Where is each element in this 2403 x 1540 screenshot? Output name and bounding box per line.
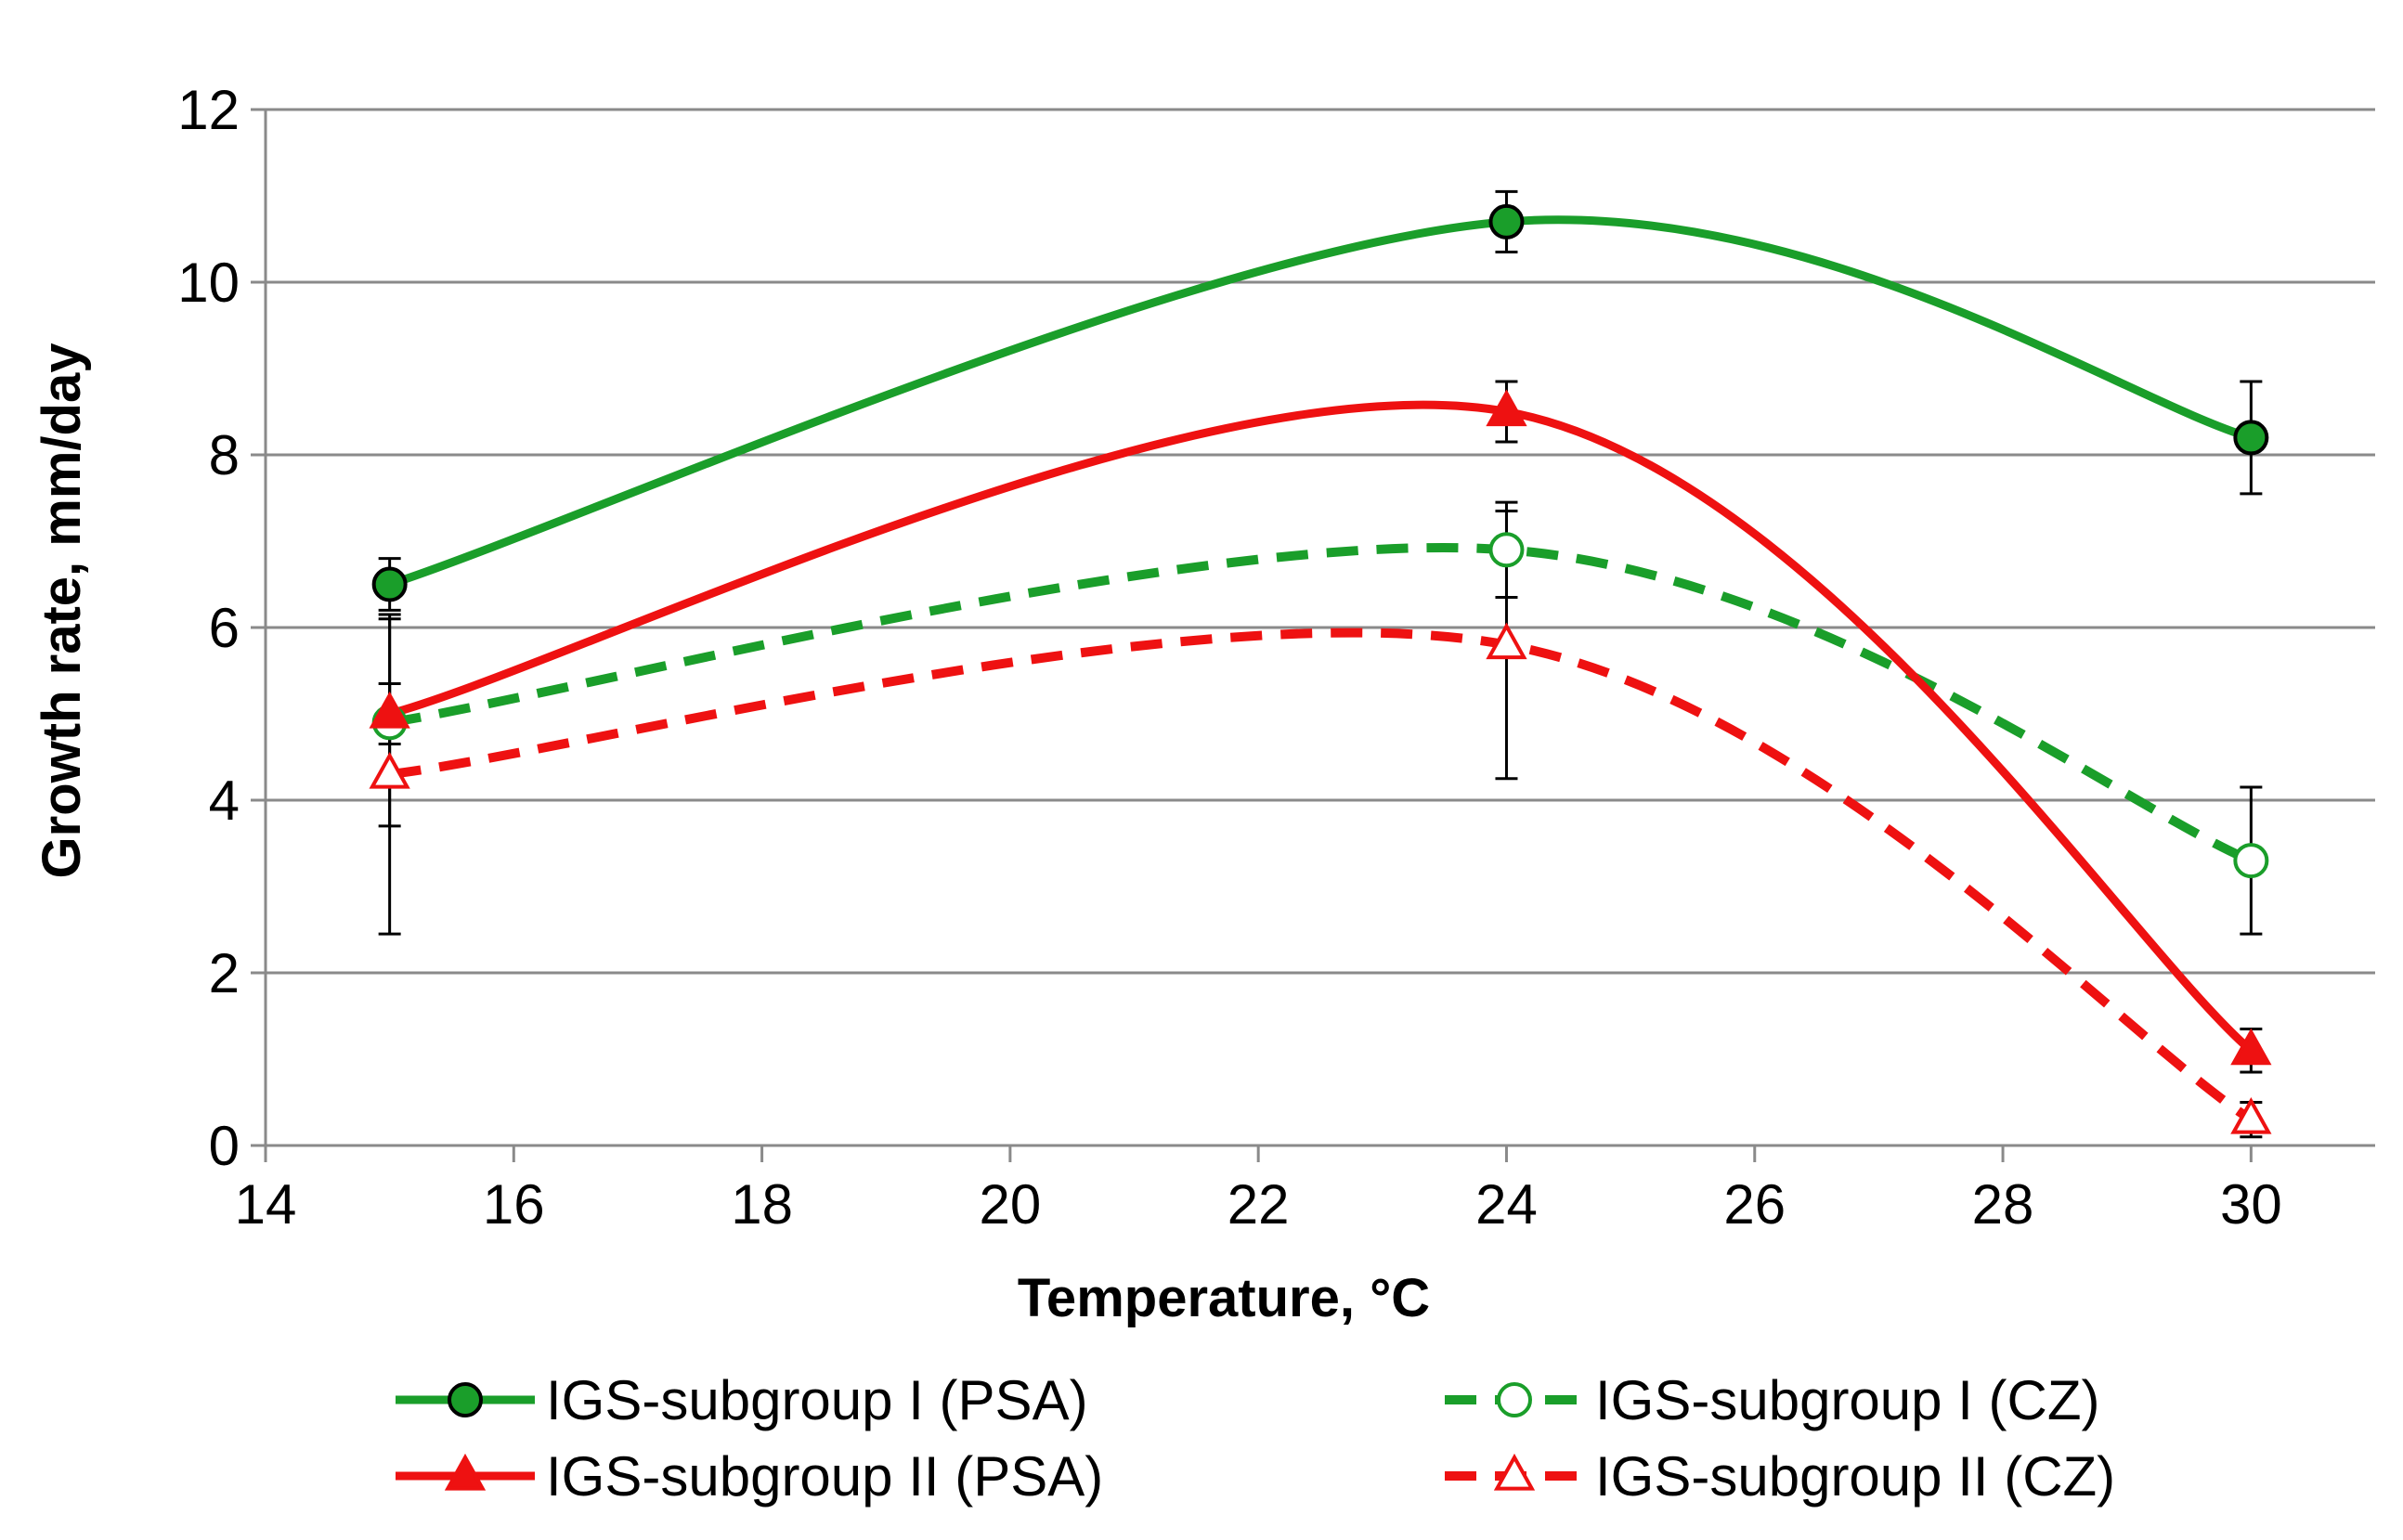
x-tick-label: 26 [1723,1173,1786,1236]
data-point-2-1 [1486,389,1527,427]
y-tick-label: 0 [209,1115,240,1177]
grid-lines [266,108,2375,975]
legend-marker-3 [1493,1453,1536,1491]
series-group [388,215,2254,1124]
data-point-0-1 [1488,203,1525,239]
x-tick-label: 22 [1227,1173,1290,1236]
x-tick-labels: 14 16 18 20 22 24 26 28 30 [235,1173,2282,1236]
legend-label-2: IGS-subgroup II (PSA) [546,1445,1103,1508]
y-tick-labels: 0 2 4 6 8 10 12 [177,79,240,1177]
markers [369,203,2272,1134]
x-tick-label: 20 [980,1173,1042,1236]
legend-item-1: IGS-subgroup I (CZ) [1445,1369,2100,1431]
y-tick-label: 2 [209,942,240,1004]
series-line-0 [388,215,2253,589]
x-axis-title: Temperature, °C [1018,1268,1430,1328]
data-point-3-1 [1486,622,1527,660]
legend-marker-0 [448,1382,483,1417]
axes [251,108,2375,1162]
y-tick-label: 4 [209,770,240,832]
legend-item-0: IGS-subgroup I (PSA) [396,1369,1088,1431]
y-tick-label: 12 [177,79,240,141]
legend-item-3: IGS-subgroup II (CZ) [1445,1445,2115,1508]
data-point-0-2 [2233,420,2269,456]
y-tick-label: 10 [177,252,240,314]
legend-item-2: IGS-subgroup II (PSA) [396,1445,1103,1508]
data-point-2-2 [2230,1028,2272,1066]
x-tick-label: 30 [2220,1173,2282,1236]
legend-marker-1 [1497,1382,1532,1417]
legend-label-1: IGS-subgroup I (CZ) [1595,1369,2100,1431]
x-tick-label: 24 [1475,1173,1538,1236]
y-axis-title: Growth rate, mm/day [32,343,92,879]
series-line-2 [388,400,2254,1055]
legend-marker-2 [444,1453,487,1491]
series-line-3 [389,628,2254,1124]
series-line-1 [388,543,2254,865]
legend-label-0: IGS-subgroup I (PSA) [546,1369,1088,1431]
legend-label-3: IGS-subgroup II (CZ) [1595,1445,2115,1508]
x-tick-label: 16 [483,1173,545,1236]
data-point-3-2 [2230,1096,2272,1134]
data-point-2-0 [369,691,410,729]
x-tick-label: 28 [1972,1173,2034,1236]
data-point-3-0 [369,751,410,789]
legend: IGS-subgroup I (PSA) IGS-subgroup I (CZ) I… [396,1369,2115,1508]
data-point-0-0 [371,566,408,602]
data-point-1-2 [2233,843,2269,879]
y-tick-label: 6 [209,597,240,659]
data-point-1-1 [1488,532,1525,568]
y-tick-label: 8 [209,424,240,486]
x-tick-label: 14 [235,1173,297,1236]
x-tick-label: 18 [731,1173,793,1236]
